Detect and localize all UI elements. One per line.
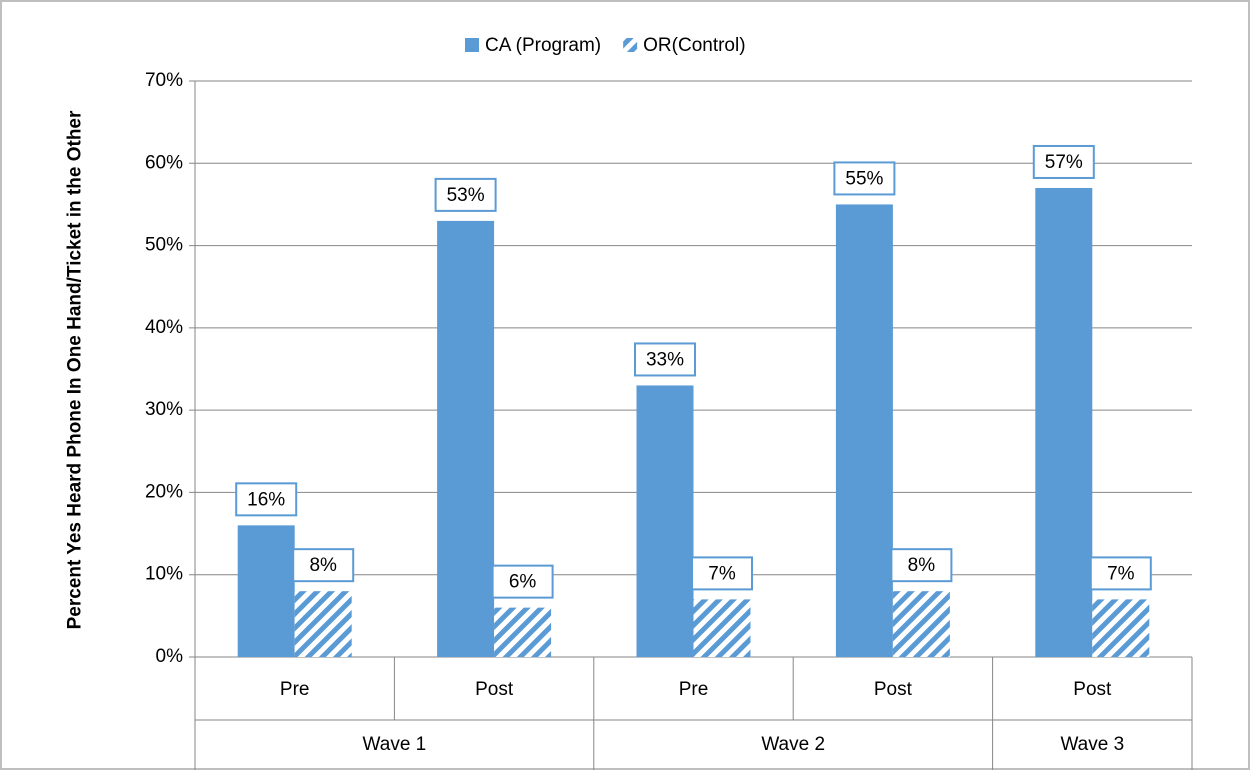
legend-label: CA (Program) (485, 35, 601, 56)
bar (494, 607, 552, 657)
y-tick-label: 40% (145, 317, 183, 338)
x-tick-label: Pre (280, 679, 310, 700)
data-label: 57% (1045, 152, 1083, 173)
y-axis-title: Percent Yes Heard Phone In One Hand/Tick… (64, 110, 86, 630)
bar (693, 599, 751, 657)
y-tick-label: 50% (145, 235, 183, 256)
legend-swatch (465, 38, 479, 52)
y-tick-label: 20% (145, 481, 183, 502)
data-label-box (1032, 144, 1095, 179)
legend-label: OR(Control) (643, 35, 745, 56)
data-label: 16% (247, 489, 285, 510)
data-label: 8% (908, 555, 936, 576)
data-label: 7% (1107, 563, 1135, 584)
legend-swatch (623, 38, 638, 52)
x-tick-label: Post (475, 679, 514, 700)
data-label-box (1089, 556, 1152, 591)
data-label-box (833, 161, 896, 196)
group-label: Wave 1 (363, 734, 427, 755)
bar (892, 591, 950, 657)
group-label: Wave 2 (761, 734, 825, 755)
x-tick-label: Pre (679, 679, 709, 700)
bar (1092, 599, 1150, 657)
data-label-box (434, 177, 497, 212)
bar (636, 385, 694, 657)
y-tick-label: 60% (145, 152, 183, 173)
data-label: 33% (646, 349, 684, 370)
bar (835, 204, 893, 657)
data-label: 7% (708, 563, 736, 584)
y-tick-label: 10% (145, 564, 183, 585)
x-tick-label: Post (874, 679, 913, 700)
data-label-box (890, 548, 953, 583)
y-tick-label: 0% (156, 646, 184, 667)
data-label-box (292, 548, 355, 583)
data-label-box (235, 482, 298, 517)
y-tick-label: 70% (145, 70, 183, 91)
data-label: 55% (845, 168, 883, 189)
data-label-box (634, 342, 696, 377)
bar (237, 525, 295, 657)
x-tick-label: Post (1073, 679, 1112, 700)
y-tick-label: 30% (145, 399, 183, 420)
data-label: 6% (509, 572, 537, 593)
data-label-box (491, 564, 554, 599)
bar (1035, 187, 1093, 657)
data-label: 8% (309, 555, 337, 576)
bar (294, 591, 352, 657)
group-label: Wave 3 (1060, 734, 1124, 755)
data-label-box (691, 556, 753, 591)
bar (437, 220, 495, 657)
data-label: 53% (447, 185, 485, 206)
